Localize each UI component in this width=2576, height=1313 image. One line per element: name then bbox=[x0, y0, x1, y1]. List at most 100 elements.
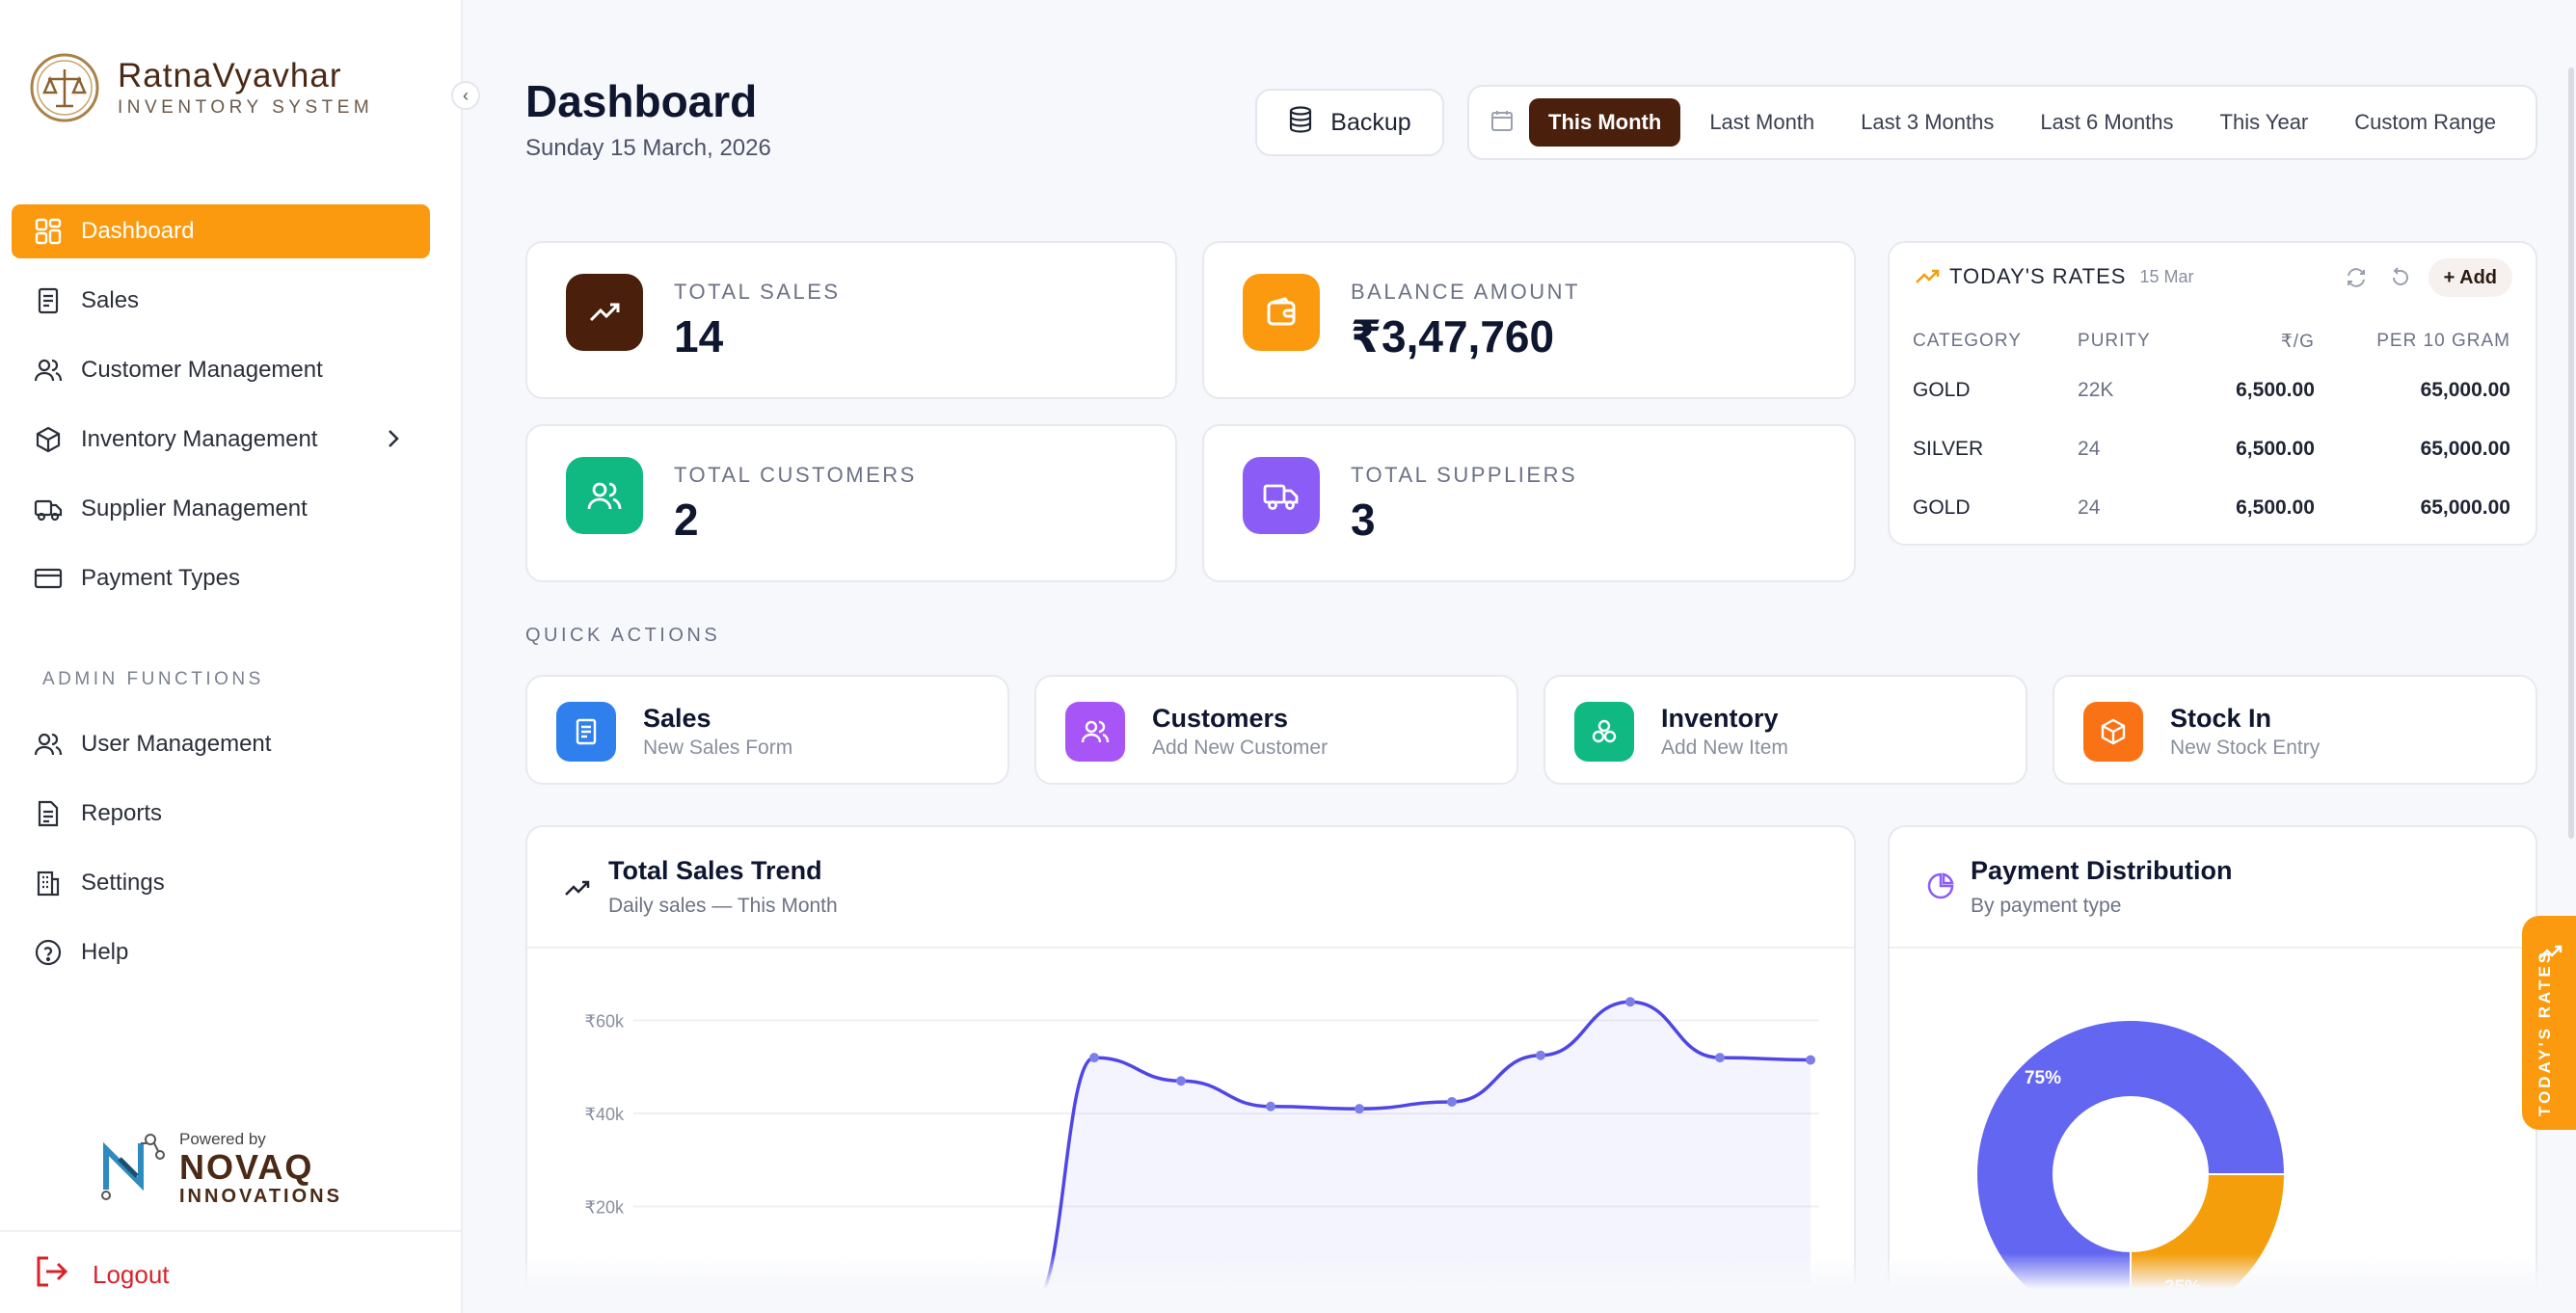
total-sales-card[interactable]: TOTAL SALES 14 bbox=[525, 241, 1177, 399]
box-icon bbox=[33, 424, 64, 455]
backup-label: Backup bbox=[1330, 108, 1411, 136]
sidebar-item-supplier-management[interactable]: Supplier Management bbox=[12, 482, 430, 536]
page-date: Sunday 15 March, 2026 bbox=[525, 135, 771, 161]
sidebar-item-reports[interactable]: Reports bbox=[12, 787, 430, 841]
sidebar-item-user-management[interactable]: User Management bbox=[12, 717, 430, 771]
cell-purity: 22K bbox=[2078, 378, 2114, 401]
pie-chart-icon bbox=[1927, 872, 1954, 899]
quick-action-sub: Add New Item bbox=[1661, 737, 1788, 759]
range-last-month[interactable]: Last Month bbox=[1709, 110, 1815, 134]
stat-label: TOTAL SUPPLIERS bbox=[1351, 463, 1578, 487]
help-icon bbox=[33, 937, 64, 968]
quick-action-sales[interactable]: Sales New Sales Form bbox=[525, 675, 1009, 785]
sidebar-item-label: Payment Types bbox=[81, 565, 240, 591]
range-this-month[interactable]: This Month bbox=[1529, 98, 1681, 147]
trend-point bbox=[1176, 1076, 1186, 1086]
sales-trend-title: Total Sales Trend bbox=[608, 856, 822, 885]
table-row[interactable]: GOLD 24 6,500.00 65,000.00 bbox=[1913, 478, 2510, 537]
logout-icon bbox=[35, 1255, 69, 1295]
range-custom[interactable]: Custom Range bbox=[2354, 110, 2497, 134]
sidebar-item-help[interactable]: Help bbox=[12, 925, 430, 979]
trend-point bbox=[1536, 1050, 1545, 1060]
sidebar-item-label: Supplier Management bbox=[81, 496, 308, 522]
sidebar-item-payment-types[interactable]: Payment Types bbox=[12, 551, 430, 605]
novaq-logo-icon bbox=[101, 1134, 165, 1200]
add-rate-button[interactable]: + Add bbox=[2428, 258, 2512, 297]
balance-amount-card[interactable]: BALANCE AMOUNT ₹3,47,760 bbox=[1202, 241, 1856, 399]
stat-value: 2 bbox=[674, 495, 699, 545]
sync-icon bbox=[2347, 268, 2365, 287]
trend-point bbox=[1715, 1053, 1725, 1063]
refresh-button[interactable] bbox=[2384, 261, 2417, 294]
building-icon bbox=[33, 868, 64, 898]
brand-name: RatnaVyavhar bbox=[118, 57, 342, 94]
quick-action-stock-in[interactable]: Stock In New Stock Entry bbox=[2053, 675, 2537, 785]
trend-area bbox=[1034, 1002, 1811, 1300]
stat-label: TOTAL CUSTOMERS bbox=[674, 463, 917, 487]
document-icon bbox=[556, 702, 616, 762]
page-title: Dashboard bbox=[525, 76, 758, 126]
page-scrollbar[interactable] bbox=[2568, 67, 2574, 839]
donut-slice bbox=[1975, 1019, 2287, 1313]
cell-category: GOLD bbox=[1913, 496, 1971, 519]
trend-up-icon bbox=[565, 880, 590, 896]
table-row[interactable]: SILVER 24 6,500.00 65,000.00 bbox=[1913, 419, 2510, 478]
stat-value: 14 bbox=[674, 311, 724, 362]
range-last-3-months[interactable]: Last 3 Months bbox=[1861, 110, 1995, 134]
sync-button[interactable] bbox=[2340, 261, 2373, 294]
floating-tab-label: TODAY'S RATES bbox=[2536, 949, 2554, 1116]
payment-subtitle: By payment type bbox=[1971, 895, 2122, 917]
sidebar-item-dashboard[interactable]: Dashboard bbox=[12, 204, 430, 258]
sidebar-item-settings[interactable]: Settings bbox=[12, 856, 430, 910]
sidebar-item-sales[interactable]: Sales bbox=[12, 274, 430, 328]
logout-button[interactable]: Logout bbox=[35, 1255, 170, 1295]
cell-rate-per-10g: 65,000.00 bbox=[2420, 437, 2510, 460]
trend-up-icon bbox=[566, 274, 643, 351]
chevron-left-icon: ‹ bbox=[463, 85, 469, 105]
range-this-year[interactable]: This Year bbox=[2219, 110, 2309, 134]
backup-button[interactable]: Backup bbox=[1255, 89, 1444, 156]
sidebar-item-label: Customer Management bbox=[81, 357, 323, 383]
brand-subtitle: INVENTORY SYSTEM bbox=[118, 97, 374, 118]
stat-value: 3 bbox=[1351, 495, 1376, 545]
truck-icon bbox=[33, 494, 64, 524]
trend-point bbox=[1447, 1096, 1457, 1107]
cell-purity: 24 bbox=[2078, 496, 2101, 519]
sidebar-item-label: Inventory Management bbox=[81, 426, 318, 452]
grid-icon bbox=[33, 216, 64, 247]
table-row[interactable]: GOLD 22K 6,500.00 65,000.00 bbox=[1913, 361, 2510, 419]
trend-up-icon bbox=[1916, 269, 1940, 283]
quick-action-title: Sales bbox=[643, 704, 711, 733]
users-icon bbox=[1065, 702, 1125, 762]
collapse-sidebar-button[interactable]: ‹ bbox=[451, 81, 480, 110]
cell-rate-per-10g: 65,000.00 bbox=[2420, 496, 2510, 519]
rates-title: TODAY'S RATES bbox=[1949, 264, 2127, 288]
range-last-6-months[interactable]: Last 6 Months bbox=[2040, 110, 2174, 134]
quick-action-sub: Add New Customer bbox=[1152, 737, 1328, 759]
todays-rates-floating-tab[interactable]: TODAY'S RATES bbox=[2522, 916, 2576, 1130]
sidebar-item-customer-management[interactable]: Customer Management bbox=[12, 343, 430, 397]
total-suppliers-card[interactable]: TOTAL SUPPLIERS 3 bbox=[1202, 424, 1856, 582]
trend-up-icon bbox=[2538, 945, 2563, 959]
quick-action-title: Inventory bbox=[1661, 704, 1779, 733]
refresh-icon bbox=[2392, 267, 2408, 285]
total-customers-card[interactable]: TOTAL CUSTOMERS 2 bbox=[525, 424, 1177, 582]
database-icon bbox=[1288, 105, 1313, 140]
sidebar-item-label: Dashboard bbox=[81, 218, 195, 244]
sidebar-item-label: Reports bbox=[81, 800, 163, 826]
wallet-icon bbox=[1243, 274, 1320, 351]
quick-actions-label: QUICK ACTIONS bbox=[525, 625, 721, 646]
quick-action-customers[interactable]: Customers Add New Customer bbox=[1034, 675, 1518, 785]
sidebar-item-inventory-management[interactable]: Inventory Management bbox=[12, 413, 430, 467]
sales-trend-panel: Total Sales Trend Daily sales — This Mon… bbox=[525, 825, 1856, 1313]
quick-action-inventory[interactable]: Inventory Add New Item bbox=[1543, 675, 2027, 785]
users-icon bbox=[33, 729, 64, 760]
document-icon bbox=[33, 798, 64, 829]
boxes-icon bbox=[1574, 702, 1634, 762]
column-header: ₹/G bbox=[2280, 331, 2315, 352]
brand[interactable]: RatnaVyavhar INVENTORY SYSTEM bbox=[27, 50, 373, 125]
sidebar: RatnaVyavhar INVENTORY SYSTEM Dashboard … bbox=[0, 0, 463, 1313]
card-icon bbox=[33, 563, 64, 594]
users-icon bbox=[33, 355, 64, 386]
cell-category: GOLD bbox=[1913, 378, 1971, 401]
